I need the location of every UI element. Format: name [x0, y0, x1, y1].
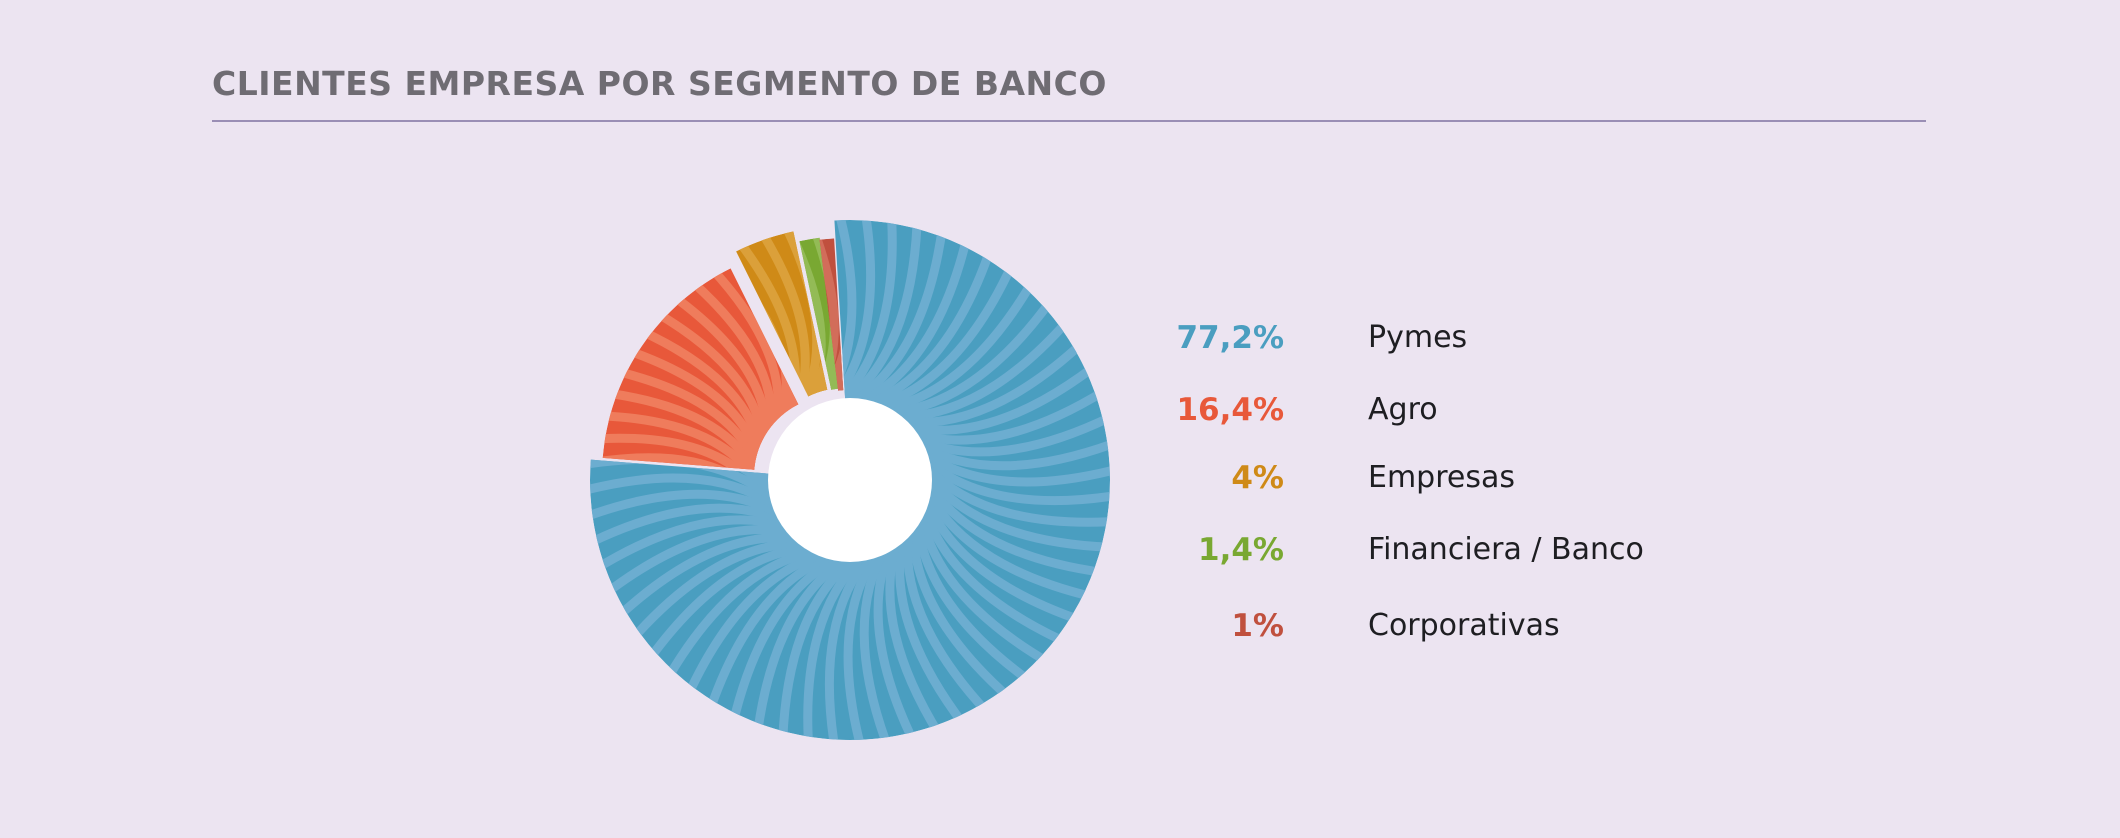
- title-divider: [212, 120, 1926, 122]
- legend-item-corporativas: 1% Corporativas: [1190, 601, 1790, 651]
- legend-percentage: 1,4%: [1198, 532, 1284, 568]
- legend-percentage: 1%: [1231, 608, 1284, 644]
- chart-legend: 77,2% Pymes 16,4% Agro 4% Empresas 1,4% Financi…: [1176, 0, 1790, 838]
- legend-item-agro: 16,4% Agro: [1176, 385, 1790, 435]
- chart-title: CLIENTES EMPRESA POR SEGMENTO DE BANCO: [212, 64, 1107, 103]
- legend-label: Agro: [1368, 392, 1438, 427]
- legend-percentage: 77,2%: [1176, 320, 1284, 356]
- legend-percentage: 4%: [1231, 460, 1284, 496]
- legend-label: Corporativas: [1368, 608, 1560, 643]
- legend-label: Pymes: [1368, 320, 1468, 355]
- legend-label: Empresas: [1368, 460, 1515, 495]
- legend-percentage: 16,4%: [1176, 392, 1284, 428]
- legend-item-pymes: 77,2% Pymes: [1176, 313, 1790, 363]
- legend-item-financiera-banco: 1,4% Financiera / Banco: [1190, 525, 1790, 575]
- donut-slices: [590, 220, 1110, 741]
- legend-item-empresas: 4% Empresas: [1190, 453, 1790, 503]
- donut-chart: [590, 220, 1110, 741]
- legend-label: Financiera / Banco: [1368, 532, 1644, 567]
- donut-hole: [768, 398, 932, 562]
